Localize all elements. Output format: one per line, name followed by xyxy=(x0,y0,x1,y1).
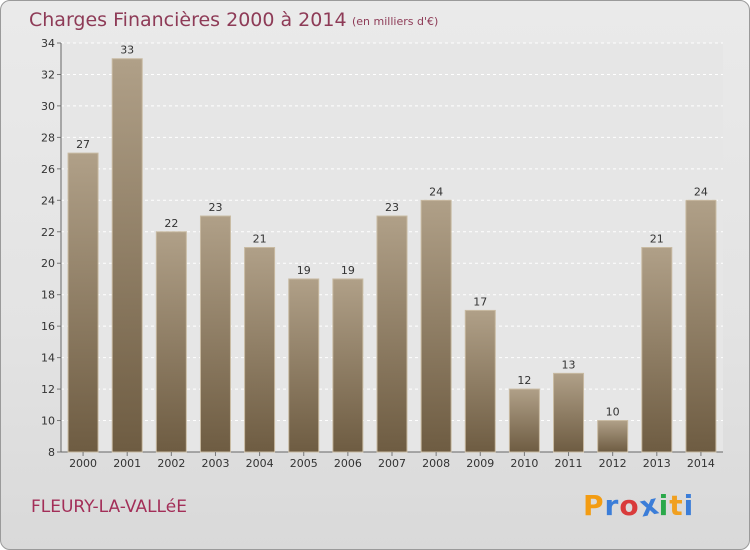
proxiti-logo[interactable]: Proxiti xyxy=(583,487,695,523)
x-tick-label: 2008 xyxy=(422,457,450,470)
bar[interactable] xyxy=(199,215,231,453)
bar[interactable] xyxy=(288,278,320,453)
bar[interactable] xyxy=(553,372,585,453)
x-tick-label: 2011 xyxy=(555,457,583,470)
bar[interactable] xyxy=(111,58,143,453)
chart-subtitle: (en milliers d'€) xyxy=(352,15,439,28)
bar[interactable] xyxy=(244,247,276,453)
bar[interactable] xyxy=(376,215,408,453)
logo-letter: r xyxy=(604,489,620,522)
y-tick-label: 8 xyxy=(48,446,55,459)
bar[interactable] xyxy=(332,278,364,453)
city-name: FLEURY-LA-VALLéE xyxy=(31,497,187,517)
bar-value-label: 12 xyxy=(517,374,531,387)
logo-letter: o xyxy=(619,489,640,522)
y-tick-label: 18 xyxy=(41,289,55,302)
y-tick-label: 20 xyxy=(41,257,55,270)
x-tick-label: 2001 xyxy=(113,457,141,470)
x-tick-label: 2007 xyxy=(378,457,406,470)
y-tick-label: 30 xyxy=(41,100,55,113)
x-tick-label: 2004 xyxy=(246,457,274,470)
bar[interactable] xyxy=(67,152,99,453)
y-tick-label: 14 xyxy=(41,352,55,365)
bar-value-label: 24 xyxy=(429,185,443,198)
bar-value-label: 17 xyxy=(473,295,487,308)
bar[interactable] xyxy=(155,231,187,453)
y-tick-label: 22 xyxy=(41,226,55,239)
y-tick-label: 16 xyxy=(41,320,55,333)
y-tick-label: 32 xyxy=(41,68,55,81)
y-tick-label: 24 xyxy=(41,194,55,207)
y-tick-label: 26 xyxy=(41,163,55,176)
bar-value-label: 10 xyxy=(606,406,620,419)
bar-value-label: 21 xyxy=(253,233,267,246)
x-tick-label: 2014 xyxy=(687,457,715,470)
bar-value-label: 19 xyxy=(297,264,311,277)
y-tick-label: 34 xyxy=(41,37,55,50)
bar-value-label: 22 xyxy=(164,217,178,230)
logo-letter: i xyxy=(658,489,670,522)
x-tick-label: 2003 xyxy=(201,457,229,470)
bar-value-label: 19 xyxy=(341,264,355,277)
x-tick-label: 2002 xyxy=(157,457,185,470)
bar-value-label: 21 xyxy=(650,233,664,246)
x-tick-label: 2010 xyxy=(510,457,538,470)
logo-letter: P xyxy=(583,489,605,522)
bar-value-label: 33 xyxy=(120,44,134,57)
x-tick-label: 2009 xyxy=(466,457,494,470)
x-tick-label: 2005 xyxy=(290,457,318,470)
bar[interactable] xyxy=(464,309,496,453)
logo-letter: t xyxy=(669,489,684,522)
bar[interactable] xyxy=(508,388,540,453)
bar-value-label: 24 xyxy=(694,185,708,198)
bar[interactable] xyxy=(420,199,452,453)
y-tick-label: 10 xyxy=(41,415,55,428)
y-tick-label: 28 xyxy=(41,131,55,144)
chart-title: Charges Financières 2000 à 2014 xyxy=(29,9,347,31)
bar-value-label: 23 xyxy=(208,201,222,214)
x-tick-label: 2000 xyxy=(69,457,97,470)
bar-value-label: 13 xyxy=(562,358,576,371)
bar[interactable] xyxy=(597,420,629,453)
y-tick-label: 12 xyxy=(41,383,55,396)
x-tick-label: 2006 xyxy=(334,457,362,470)
bar-value-label: 27 xyxy=(76,138,90,151)
x-tick-label: 2012 xyxy=(599,457,627,470)
bar[interactable] xyxy=(641,247,673,453)
bar[interactable] xyxy=(685,199,717,453)
x-tick-label: 2013 xyxy=(643,457,671,470)
bar-value-label: 23 xyxy=(385,201,399,214)
logo-letter: i xyxy=(683,489,695,522)
